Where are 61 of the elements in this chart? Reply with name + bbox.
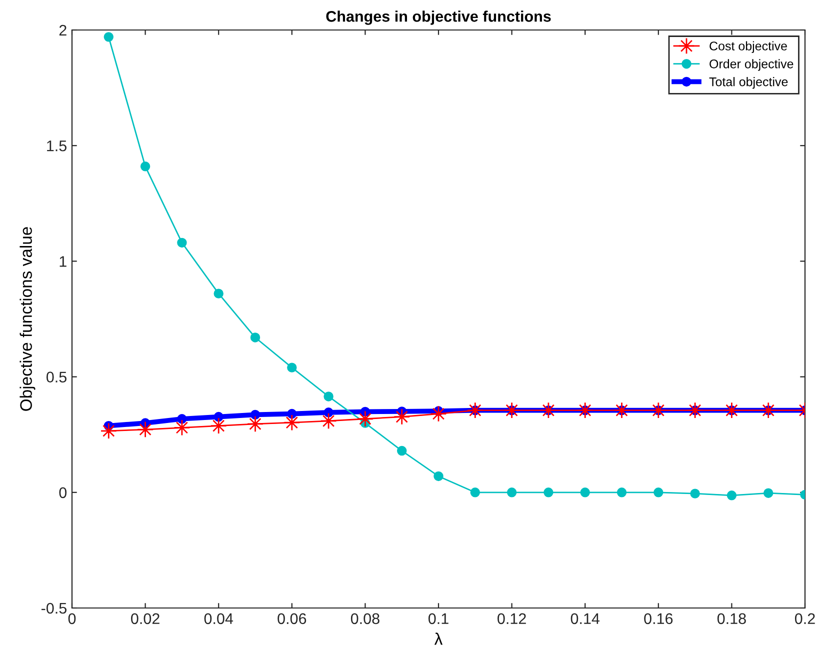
legend-label: Order objective	[710, 59, 794, 71]
x-tick-label: 0.2	[794, 613, 815, 624]
point	[723, 402, 740, 419]
point	[760, 402, 777, 419]
y-tick-label: 0.5	[46, 372, 66, 382]
y-tick-label: 1	[60, 256, 66, 267]
y-tick-label: 0	[59, 487, 67, 498]
point	[394, 408, 410, 426]
x-tick-label: 0.1	[428, 613, 448, 624]
point	[544, 488, 554, 498]
point	[726, 490, 737, 500]
x-tick-label: 0.18	[717, 613, 746, 624]
point	[506, 488, 517, 498]
point	[576, 402, 594, 419]
point	[100, 422, 117, 440]
legend-label: Cost objective	[710, 41, 787, 53]
point	[214, 288, 224, 298]
point	[396, 446, 407, 456]
point	[466, 402, 484, 419]
point	[654, 488, 664, 498]
point	[250, 410, 260, 420]
point	[763, 488, 774, 498]
x-axis-title: λ	[434, 632, 443, 645]
point	[177, 414, 187, 424]
legend-label: Total objective	[709, 77, 788, 89]
x-tick-label: 0.12	[498, 613, 526, 624]
point	[287, 408, 297, 419]
point	[324, 392, 334, 402]
x-tick-label: 0.14	[570, 613, 600, 624]
point	[356, 410, 374, 428]
point	[686, 402, 704, 419]
point	[690, 488, 700, 498]
x-tick-label: 0	[68, 613, 76, 624]
point	[434, 471, 444, 482]
point	[104, 32, 114, 42]
x-tick-label: 0.16	[644, 613, 673, 624]
x-tick-label: 0.02	[131, 613, 160, 624]
chart-title: Changes in objective functions	[326, 10, 551, 25]
x-tick-label: 0.04	[204, 613, 234, 624]
x-tick-label: 0.06	[278, 613, 306, 624]
point	[177, 238, 187, 248]
point	[210, 417, 227, 434]
point	[503, 402, 520, 419]
point	[470, 488, 480, 498]
point	[430, 405, 447, 422]
y-axis-title: Objective functions value	[20, 227, 36, 411]
y-tick-label: 1.5	[47, 140, 66, 152]
point	[616, 488, 627, 498]
point	[613, 402, 630, 419]
point	[214, 412, 224, 422]
point	[650, 402, 667, 419]
x-tick-label: 0.08	[350, 613, 380, 624]
point	[250, 332, 260, 342]
point	[540, 402, 557, 419]
y-tick-label: 2	[59, 24, 66, 36]
point	[284, 414, 300, 431]
point	[580, 488, 590, 498]
y-tick-label: -0.5	[41, 602, 66, 614]
point	[287, 362, 297, 372]
point	[324, 408, 334, 418]
point	[140, 162, 150, 172]
